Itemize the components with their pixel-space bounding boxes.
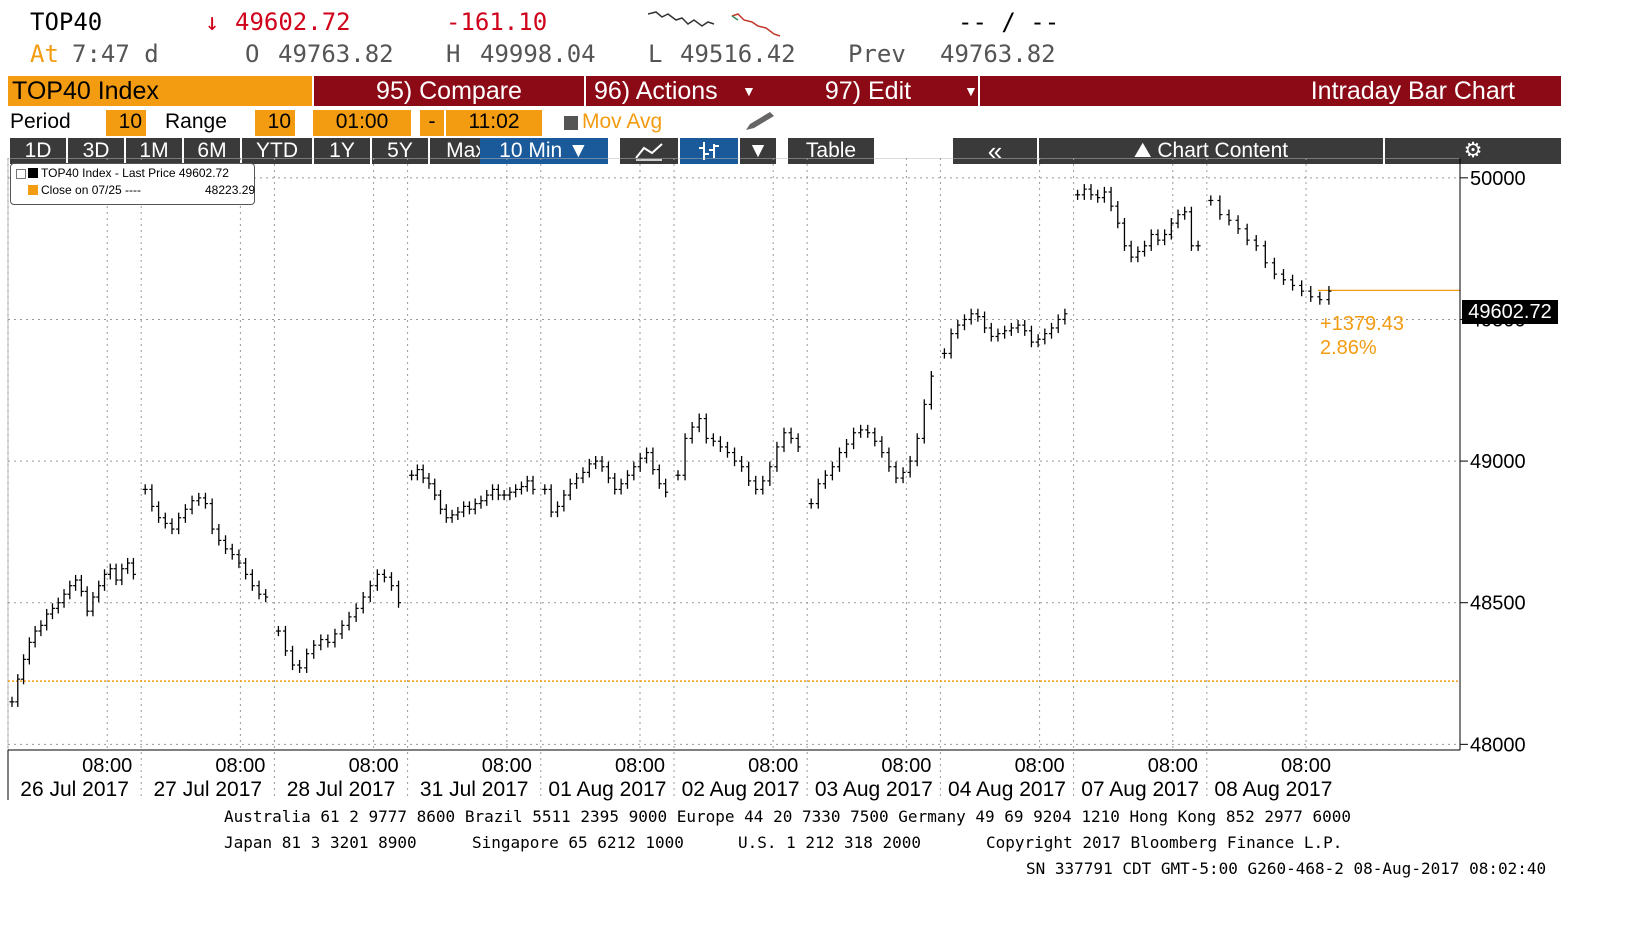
tab-1y[interactable]: 1Y	[314, 138, 370, 164]
x-time-label: 08:00	[1148, 755, 1198, 777]
x-time-label: 08:00	[1281, 755, 1331, 777]
mov-avg-checkbox[interactable]	[564, 116, 578, 130]
open-value: 49763.82	[278, 40, 394, 68]
actions-dropdown-icon[interactable]: ▼	[742, 83, 756, 99]
y-tick-label: 49000	[1470, 451, 1526, 473]
bid-ask: -- / --	[958, 8, 1060, 36]
tab-1d[interactable]: 1D	[10, 138, 66, 164]
high-label: H	[446, 40, 461, 68]
x-time-label: 08:00	[1015, 755, 1065, 777]
ticker-symbol: TOP40	[30, 8, 103, 36]
range-input[interactable]: 10	[255, 110, 295, 136]
edit-button[interactable]: 97) Edit	[758, 76, 978, 106]
x-date-label: 03 Aug 2017	[815, 778, 933, 801]
x-time-label: 08:00	[482, 755, 532, 777]
footer-singapore: Singapore 65 6212 1000	[472, 833, 684, 852]
low-label: L	[648, 40, 663, 68]
tab-3d[interactable]: 3D	[68, 138, 124, 164]
actions-button[interactable]: 96) Actions	[586, 76, 764, 106]
legend-price-label: TOP40 Index - Last Price 49602.72	[41, 166, 229, 180]
x-date-label: 31 Jul 2017	[420, 778, 529, 801]
x-date-label: 26 Jul 2017	[20, 778, 129, 801]
footer-japan: Japan 81 3 3201 8900	[224, 833, 417, 852]
pencil-icon[interactable]	[742, 110, 778, 134]
net-change: -161.10	[446, 8, 548, 36]
gear-icon[interactable]: ⚙	[1385, 138, 1561, 164]
tab-row: 1D 3D 1M 6M YTD 1Y 5Y Max 10 Min ▼ ▼ Table « ⛰ …	[8, 138, 1561, 164]
change-abs-label: +1379.43	[1320, 313, 1404, 335]
compare-button[interactable]: 95) Compare	[314, 76, 584, 106]
legend-collapse-icon[interactable]	[16, 169, 26, 179]
chart-type-dropdown-icon[interactable]: ▼	[740, 138, 776, 164]
tab-ytd[interactable]: YTD	[242, 138, 312, 164]
period-input[interactable]: 10	[106, 110, 146, 136]
legend-close-value: 48223.29	[205, 183, 256, 197]
x-date-label: 27 Jul 2017	[154, 778, 263, 801]
x-date-label: 01 Aug 2017	[548, 778, 666, 801]
view-title: Intraday Bar Chart	[980, 76, 1561, 106]
y-tick-label: 48500	[1470, 593, 1526, 615]
chart-content-button[interactable]: ⛰ Chart Content	[1039, 138, 1383, 164]
open-label: O	[245, 40, 260, 68]
mov-avg-label[interactable]: Mov Avg	[582, 110, 663, 133]
period-label: Period	[10, 110, 71, 133]
range-label: Range	[165, 110, 227, 133]
y-tick-label: 48000	[1470, 734, 1526, 756]
line-chart-icon[interactable]	[620, 138, 678, 164]
time-label: At	[30, 40, 59, 68]
x-date-label: 28 Jul 2017	[287, 778, 396, 801]
change-pct-label: 2.86%	[1320, 337, 1377, 359]
x-time-label: 08:00	[881, 755, 931, 777]
x-date-label: 08 Aug 2017	[1214, 778, 1332, 801]
tab-1m[interactable]: 1M	[126, 138, 182, 164]
x-date-label: 07 Aug 2017	[1081, 778, 1199, 801]
footer-phones-line1: Australia 61 2 9777 8600 Brazil 5511 239…	[224, 807, 1352, 826]
x-time-label: 08:00	[349, 755, 399, 777]
x-time-label: 08:00	[748, 755, 798, 777]
quote-time: 7:47 d	[72, 40, 159, 68]
down-arrow-icon: ↓	[205, 8, 220, 36]
range-dash: -	[420, 110, 444, 136]
start-time-input[interactable]: 01:00	[313, 110, 411, 136]
security-field[interactable]: TOP40 Index	[8, 76, 312, 106]
end-time-input[interactable]: 11:02	[446, 110, 542, 136]
bar-chart-icon[interactable]	[680, 138, 738, 164]
legend-swatch-close	[28, 185, 38, 195]
legend-swatch-price	[28, 168, 38, 178]
last-price: 49602.72	[235, 8, 351, 36]
footer-us: U.S. 1 212 318 2000	[738, 833, 922, 852]
y-tick-label: 50000	[1470, 168, 1526, 190]
tab-6m[interactable]: 6M	[184, 138, 240, 164]
x-time-label: 08:00	[615, 755, 665, 777]
x-time-label: 08:00	[215, 755, 265, 777]
collapse-button[interactable]: «	[953, 138, 1037, 164]
x-date-label: 04 Aug 2017	[948, 778, 1066, 801]
legend-close-label: Close on 07/25 ----	[41, 183, 142, 197]
table-button[interactable]: Table	[788, 138, 874, 164]
settings-row: Period 10 Range 10 01:00 - 11:02 Mov Avg	[8, 110, 808, 136]
chart-content-label: Chart Content	[1157, 139, 1289, 162]
low-value: 49516.42	[680, 40, 796, 68]
last-price-tag: 49602.72	[1462, 300, 1558, 324]
high-value: 49998.04	[480, 40, 596, 68]
edit-dropdown-icon[interactable]: ▼	[964, 83, 978, 99]
tab-5y[interactable]: 5Y	[372, 138, 428, 164]
sparkline-icon	[648, 11, 781, 37]
prev-value: 49763.82	[940, 40, 1056, 68]
x-time-label: 08:00	[82, 755, 132, 777]
footer-copyright: Copyright 2017 Bloomberg Finance L.P.	[986, 833, 1343, 852]
interval-select[interactable]: 10 Min ▼	[480, 138, 608, 164]
chart-legend[interactable]: TOP40 Index - Last Price 49602.72 Close …	[10, 163, 255, 205]
footer-session-info: SN 337791 CDT GMT-5:00 G260-468-2 08-Aug…	[1026, 859, 1547, 878]
x-date-label: 02 Aug 2017	[682, 778, 800, 801]
chart-content-icon: ⛰	[1133, 139, 1158, 162]
main-toolbar: TOP40 Index 95) Compare 96) Actions ▼ 97…	[8, 76, 1561, 106]
prev-label: Prev	[848, 40, 906, 68]
